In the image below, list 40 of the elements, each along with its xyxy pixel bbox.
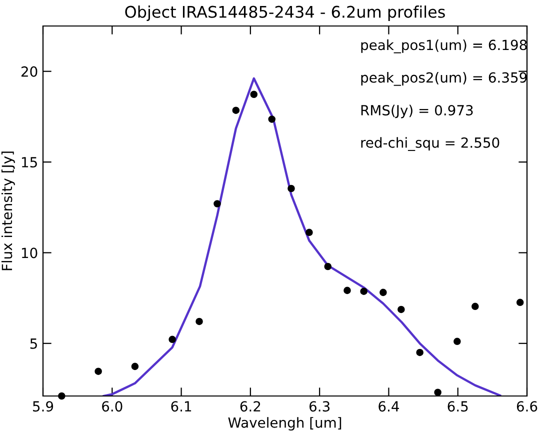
x-tick-label: 6.1 — [171, 401, 192, 412]
point — [94, 368, 102, 375]
point — [434, 388, 442, 396]
point — [196, 318, 203, 326]
annotation: peak_pos1(um) = 6.198 — [361, 39, 527, 54]
point — [398, 306, 405, 314]
x-tick-label: 5.9 — [33, 401, 54, 412]
x-tick-label: 6.6 — [516, 401, 538, 412]
point — [306, 228, 313, 236]
point — [168, 336, 176, 344]
point — [472, 302, 479, 310]
x-tick-label: 6.4 — [378, 401, 399, 412]
x-axis-title: Wavelengh [um] — [228, 417, 342, 431]
annotation: red-chi_squ = 2.550 — [361, 137, 500, 151]
annotation: RMS(Jy) = 0.973 — [361, 104, 473, 118]
y-tick-label: 20 — [21, 66, 38, 77]
y-tick-label: 5 — [30, 338, 37, 349]
point — [360, 288, 368, 295]
x-tick-label: 6.0 — [102, 401, 122, 412]
y-tick-label: 10 — [22, 248, 38, 258]
point — [416, 348, 424, 356]
point — [214, 200, 221, 208]
point — [380, 288, 387, 296]
x-tick-label: 6.5 — [448, 401, 468, 412]
point — [268, 116, 276, 123]
point — [454, 338, 461, 346]
y-tick-label: 15 — [22, 157, 37, 168]
point — [516, 298, 524, 306]
point — [344, 286, 351, 294]
chart-title: Object IRAS14485-2434 - 6.2um profiles — [125, 6, 445, 21]
y-axis-title: Flux intensity [Jy] — [1, 152, 15, 270]
point — [232, 106, 240, 114]
annotation: peak_pos2(um) = 6.359 — [361, 72, 527, 86]
point — [324, 262, 332, 270]
x-tick-label: 6.3 — [310, 401, 330, 412]
point — [131, 362, 139, 370]
point — [250, 90, 258, 98]
point — [58, 392, 66, 400]
x-tick-label: 6.2 — [240, 401, 260, 412]
point — [288, 184, 295, 192]
